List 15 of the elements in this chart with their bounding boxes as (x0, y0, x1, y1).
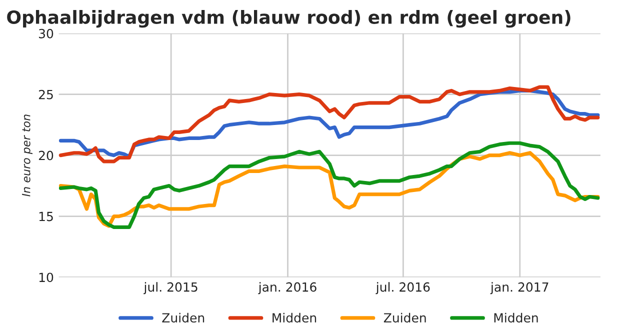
legend-label: Midden (272, 312, 316, 323)
x-tick-label: jan. 2016 (258, 282, 316, 294)
y-tick-label: 15 (39, 212, 53, 222)
y-tick-label: 10 (39, 272, 54, 282)
legend-label: Zuiden (162, 312, 204, 323)
chart-title: Ophaalbijdragen vdm (blauw rood) en rdm (geel groen) (7, 10, 570, 28)
y-tick-label: 25 (38, 90, 53, 100)
y-tick-label: 30 (38, 28, 54, 38)
x-tick-label: jul. 2016 (376, 282, 430, 294)
y-tick-label: 20 (38, 150, 54, 160)
x-tick-label: jan. 2017 (490, 282, 548, 294)
legend-label: Midden (494, 312, 538, 323)
x-tick-label: jul. 2015 (144, 282, 198, 294)
legend-label: Zuiden (384, 312, 426, 323)
y-axis-title: In euro per ton (22, 114, 32, 196)
